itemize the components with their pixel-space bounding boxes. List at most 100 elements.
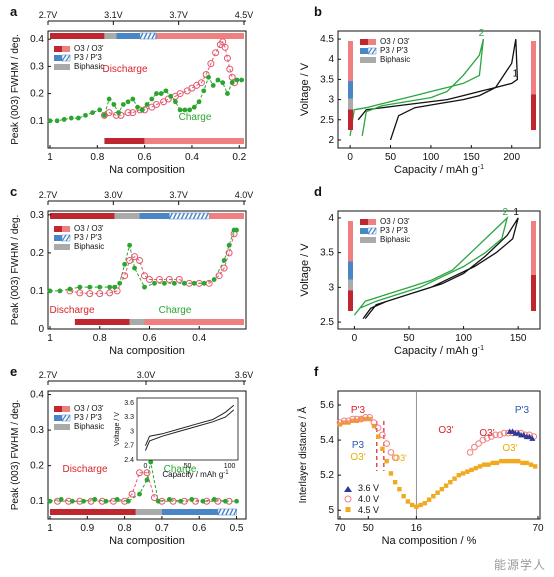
panel-f-45v-point <box>431 494 435 498</box>
panel-d-ytick-label: 2.5 <box>320 317 334 328</box>
panel-a-charge-point <box>121 102 126 107</box>
panel-e-phase-bar-bottom-seg <box>162 509 218 515</box>
panel-d-legend-swatch <box>360 228 368 234</box>
panel-d-left-phase-bar <box>348 280 353 291</box>
panel-f-ytick-label: 5.4 <box>320 435 334 446</box>
panel-f-45v-point <box>469 468 473 472</box>
panel-f-45v-point <box>397 487 401 491</box>
panel-f-xtick-label: 16 <box>411 523 423 534</box>
panel-c-charge-point <box>227 243 232 248</box>
panel-e-xtick-label: 0.8 <box>118 523 132 534</box>
panel-f-phase-label: O3' <box>502 443 517 454</box>
panel-e-inset-ylabel: Voltage / V <box>114 412 121 446</box>
panel-b-xlabel-sup: -1 <box>478 164 484 171</box>
panel-f-phase-label: O3' <box>350 452 365 463</box>
panel-f-40v-point <box>375 425 381 431</box>
panel-f-45v-point <box>448 480 452 484</box>
panel-f-45v-point <box>452 476 456 480</box>
panel-e-xtick-label: 0.6 <box>192 523 206 534</box>
panel-c-voltage-label: 4.0V <box>235 190 254 200</box>
panel-c-xtick-label: 0.4 <box>192 333 206 344</box>
panel-c-phase-bar-bottom-seg <box>145 319 244 325</box>
panel-c-legend-label: P3 / P'3 <box>74 233 102 242</box>
panel-a-charge-point <box>220 80 225 85</box>
panel-c-charge-point <box>132 266 137 271</box>
panel-e-legend-swatch <box>54 415 62 421</box>
panel-c-legend-swatch <box>54 244 62 250</box>
panel-d-curve-1-label: 1 <box>513 207 519 218</box>
panel-f-45v-point <box>508 459 512 463</box>
panel-f-45v-point <box>499 459 503 463</box>
panel-a-ytick-label: 0.1 <box>30 116 44 127</box>
panel-c-xtick-label: 0.6 <box>143 333 157 344</box>
panel-a-charge-point <box>211 83 216 88</box>
panel-d-xtick-label: 150 <box>510 333 527 344</box>
panel-e-inset-xlabel-sup: -1 <box>223 470 229 476</box>
panel-a-charge-point <box>225 91 230 96</box>
panel-f-xtick-label: 70 <box>334 523 346 534</box>
panel-e-inset-ytick-label: 2.7 <box>124 443 134 450</box>
panel-f-phase-label: P'3 <box>351 405 366 416</box>
panel-a-phase-bar-top-seg <box>104 33 116 39</box>
panel-a-voltage-label: 2.7V <box>39 10 58 20</box>
panel-e-xlabel: Na composition <box>109 535 185 547</box>
panel-e-inset-ytick-label: 2.4 <box>124 457 134 464</box>
panel-e-ytick-label: 0.1 <box>30 496 44 507</box>
panel-e-charge-point <box>126 499 131 504</box>
panel-a-xtick-label: 0.8 <box>90 152 104 163</box>
panel-b-ytick-label: 4 <box>328 54 334 65</box>
panel-d-legend-swatch <box>360 219 368 225</box>
panel-f-45v-point <box>410 503 414 507</box>
panel-e-legend-label: O3 / O3' <box>74 404 104 413</box>
panel-a-legend-swatch <box>54 55 62 61</box>
panel-e-inset-ytick-label: 3.3 <box>124 414 134 421</box>
panel-c-legend-label: Biphasic <box>74 242 104 251</box>
panel-b-left-phase-bar <box>348 41 353 81</box>
panel-e-charge-point <box>48 499 53 504</box>
panel-d-left-phase-bar <box>348 221 353 262</box>
panel-f-legend-label: 3.6 V <box>358 483 379 493</box>
panel-a-ytick-label: 0.2 <box>30 89 44 100</box>
panel-f-phase-label: O3' <box>438 425 453 436</box>
panel-b-legend-swatch <box>368 57 376 63</box>
panel-c-charge-point <box>117 281 122 286</box>
panel-a-charge-point <box>62 117 67 122</box>
panel-c-charge-point <box>192 281 197 286</box>
panel-f-45v-point <box>414 505 418 509</box>
panel-c-phase-bar-bottom-seg <box>75 319 130 325</box>
panel-e-inset-xlabel: Capacity / mAh g-1 <box>162 470 229 479</box>
panel-e-charge-point <box>201 499 206 504</box>
panel-c-charge-point <box>234 228 239 233</box>
panel-d-legend-swatch <box>360 237 368 243</box>
panel-f-xtick-label: 70 <box>532 523 544 534</box>
panel-a-charge-point <box>48 118 53 123</box>
panel-c-charge-point <box>172 281 177 286</box>
panel-e-charge-point <box>234 499 239 504</box>
panel-f-45v-point <box>482 462 486 466</box>
panel-a-charge-point <box>206 75 211 80</box>
panel-c-phase-bar-top-seg <box>209 213 244 219</box>
panel-f-40v-point <box>467 450 473 456</box>
panel-f-45v-point <box>401 494 405 498</box>
panel-b-legend-swatch <box>360 57 368 63</box>
panel-b-xtick-label: 150 <box>463 152 480 163</box>
panel-c-charge-point <box>182 281 187 286</box>
panel-a-xtick-label: 0.2 <box>232 152 246 163</box>
panel-c-phase-bar-top-seg <box>140 213 170 219</box>
panel-c-legend-swatch <box>54 226 62 232</box>
panel-e-inset-xtick-label: 100 <box>224 463 236 470</box>
panel-c-phase-bar-top-seg <box>50 213 115 219</box>
panel-e-charge-point <box>148 460 153 465</box>
panel-c-charge-point <box>87 285 92 290</box>
panel-f-45v-point <box>461 471 465 475</box>
panel-f-45v-point <box>380 447 384 451</box>
panel-b-legend-label: O3 / O3' <box>380 37 410 46</box>
panel-f-legend-marker <box>344 486 352 492</box>
panel-e-phase-bar-bottom-seg <box>136 509 162 515</box>
panel-b-legend-swatch <box>368 39 376 45</box>
panel-e-charge-point <box>223 499 228 504</box>
panel-c-voltage-label: 2.7V <box>39 190 58 200</box>
panel-f-phase-label: P'3 <box>515 405 530 416</box>
panel-label-c: c <box>10 184 17 199</box>
panel-b-legend-swatch <box>360 48 368 54</box>
